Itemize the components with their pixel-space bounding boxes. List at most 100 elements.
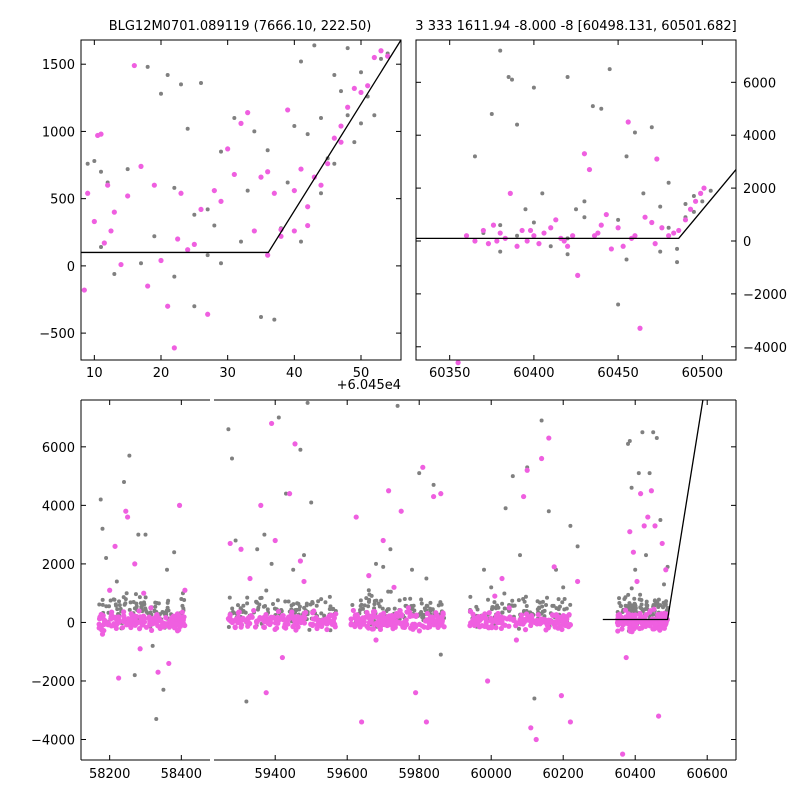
data-point-gray bbox=[153, 604, 158, 609]
data-point-pink bbox=[656, 713, 662, 719]
data-point-gray bbox=[644, 605, 649, 610]
data-point-gray bbox=[99, 245, 103, 250]
data-point-pink bbox=[236, 609, 242, 615]
data-point-gray bbox=[523, 594, 528, 599]
data-point-gray bbox=[112, 597, 117, 602]
data-point-pink bbox=[618, 619, 624, 625]
data-point-pink bbox=[524, 238, 530, 244]
data-point-pink bbox=[533, 736, 539, 743]
data-point-pink bbox=[486, 610, 492, 616]
data-point-pink bbox=[493, 625, 499, 631]
data-point-pink bbox=[324, 626, 330, 633]
data-point-pink bbox=[163, 614, 169, 621]
data-point-gray bbox=[289, 603, 294, 608]
data-point-gray bbox=[540, 604, 545, 609]
y-tick-label: 0 bbox=[743, 235, 751, 250]
data-point-pink bbox=[227, 611, 233, 618]
data-point-gray bbox=[115, 607, 120, 612]
data-point-gray bbox=[683, 201, 688, 206]
data-point-pink bbox=[246, 615, 252, 622]
data-point-pink bbox=[504, 616, 510, 622]
data-point-gray bbox=[137, 595, 142, 600]
data-point-pink bbox=[652, 523, 658, 529]
plot-top-right: 60350 60400 60450 60500 −4000 −2000 0 2000 4000 6… bbox=[415, 39, 787, 381]
data-point-pink bbox=[265, 620, 271, 626]
data-point-pink bbox=[274, 625, 280, 631]
data-point-pink bbox=[137, 646, 143, 652]
data-point-pink bbox=[403, 622, 410, 628]
data-point-pink bbox=[359, 719, 365, 725]
data-point-gray bbox=[319, 611, 324, 616]
data-point-pink bbox=[136, 608, 142, 614]
data-point-gray bbox=[637, 597, 642, 602]
data-point-pink bbox=[522, 627, 529, 633]
data-point-pink bbox=[324, 617, 331, 623]
data-point-gray bbox=[498, 249, 503, 254]
data-point-pink bbox=[528, 612, 535, 619]
data-point-pink bbox=[416, 628, 422, 634]
data-point-gray bbox=[408, 596, 413, 601]
data-point-gray bbox=[599, 106, 604, 111]
data-point-gray bbox=[219, 149, 223, 154]
x-tick-label: 40 bbox=[286, 366, 303, 381]
data-point-pink bbox=[623, 654, 629, 661]
data-point-pink bbox=[398, 508, 404, 514]
data-point-gray bbox=[121, 595, 126, 600]
data-point-pink bbox=[357, 624, 363, 630]
data-point-pink bbox=[333, 611, 339, 617]
data-point-pink bbox=[486, 625, 492, 631]
data-point-pink bbox=[265, 252, 271, 258]
data-point-gray bbox=[172, 550, 177, 555]
data-point-pink bbox=[275, 608, 282, 615]
data-point-gray bbox=[332, 72, 337, 77]
data-point-gray bbox=[675, 260, 680, 265]
data-point-pink bbox=[497, 230, 503, 236]
data-point-gray bbox=[500, 610, 505, 615]
data-point-pink bbox=[471, 622, 478, 629]
axes-frame bbox=[415, 39, 737, 361]
data-point-gray bbox=[104, 556, 109, 561]
data-point-gray bbox=[486, 597, 491, 602]
data-point-pink bbox=[654, 156, 660, 162]
data-point-pink bbox=[546, 435, 552, 441]
x-tick-label: 60350 bbox=[429, 366, 470, 381]
data-point-gray bbox=[633, 567, 638, 572]
data-point-pink bbox=[365, 83, 371, 89]
data-point-gray bbox=[540, 191, 545, 196]
x-offset-label: +6.045e4 bbox=[337, 378, 401, 393]
data-point-gray bbox=[364, 596, 369, 601]
data-point-pink bbox=[615, 614, 621, 620]
data-point-gray bbox=[238, 606, 243, 611]
data-point-gray bbox=[510, 474, 515, 479]
data-point-gray bbox=[565, 75, 570, 80]
data-point-pink bbox=[494, 238, 500, 244]
data-point-gray bbox=[179, 597, 184, 602]
data-point-pink bbox=[274, 618, 280, 624]
data-point-gray bbox=[412, 608, 417, 613]
data-point-pink bbox=[648, 488, 655, 494]
data-point-pink bbox=[506, 605, 512, 611]
data-point-gray bbox=[127, 607, 132, 612]
data-point-pink bbox=[698, 190, 704, 196]
data-point-pink bbox=[366, 573, 372, 579]
x-tick-label: 59400 bbox=[255, 767, 296, 782]
data-point-gray bbox=[502, 591, 507, 596]
data-point-pink bbox=[570, 233, 576, 239]
data-point-pink bbox=[536, 241, 542, 247]
data-point-pink bbox=[91, 218, 97, 225]
data-point-pink bbox=[191, 241, 197, 247]
data-point-pink bbox=[357, 617, 364, 623]
data-point-gray bbox=[658, 603, 663, 608]
data-point-pink bbox=[543, 627, 549, 633]
data-point-gray bbox=[629, 586, 634, 591]
data-point-pink bbox=[380, 537, 386, 544]
data-point-pink bbox=[535, 612, 541, 618]
data-point-pink bbox=[227, 540, 233, 547]
data-point-gray bbox=[245, 595, 250, 600]
data-point-pink bbox=[631, 622, 637, 629]
data-point-pink bbox=[666, 233, 672, 239]
data-point-gray bbox=[233, 538, 238, 543]
data-point-pink bbox=[305, 204, 311, 210]
data-point-pink bbox=[656, 625, 662, 631]
data-point-gray bbox=[181, 606, 186, 611]
